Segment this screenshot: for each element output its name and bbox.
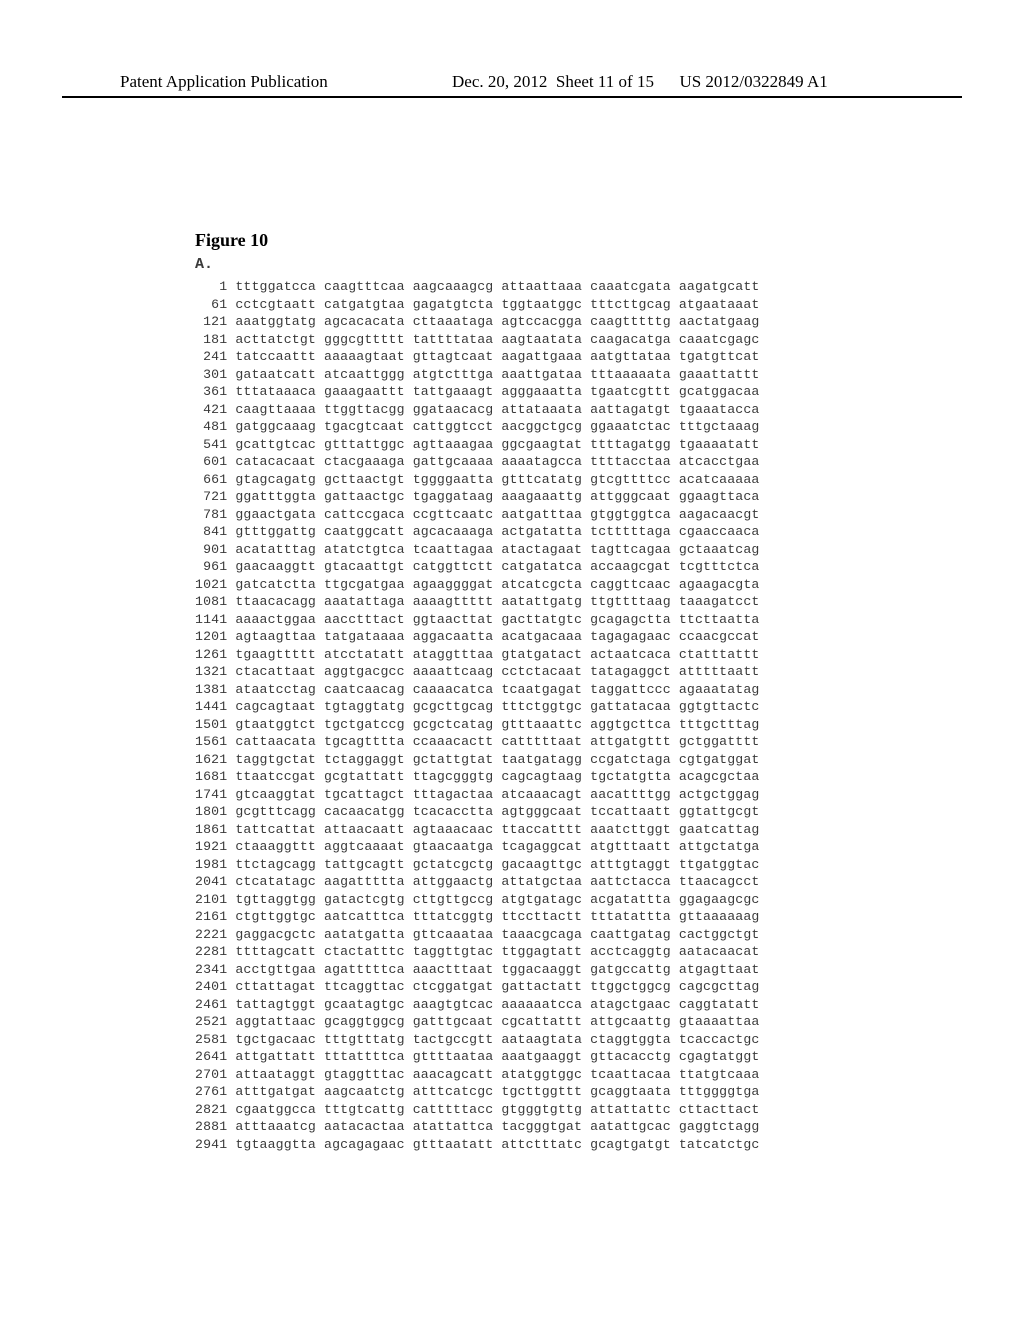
panel-label: A. bbox=[195, 256, 213, 273]
page-header: Patent Application Publication Dec. 20, … bbox=[0, 72, 1024, 92]
page: Patent Application Publication Dec. 20, … bbox=[0, 0, 1024, 1320]
header-rule bbox=[62, 96, 962, 98]
pub-date: Dec. 20, 2012 bbox=[452, 72, 547, 91]
header-right: Dec. 20, 2012 Sheet 11 of 15 US 2012/032… bbox=[452, 72, 828, 92]
sequence-block: 1 tttggatcca caagtttcaa aagcaaagcg attaa… bbox=[195, 278, 759, 1153]
figure-title: Figure 10 bbox=[195, 230, 268, 251]
pub-type: Patent Application Publication bbox=[120, 72, 328, 92]
pub-number: US 2012/0322849 A1 bbox=[679, 72, 827, 91]
sheet-number: Sheet 11 of 15 bbox=[556, 72, 654, 91]
